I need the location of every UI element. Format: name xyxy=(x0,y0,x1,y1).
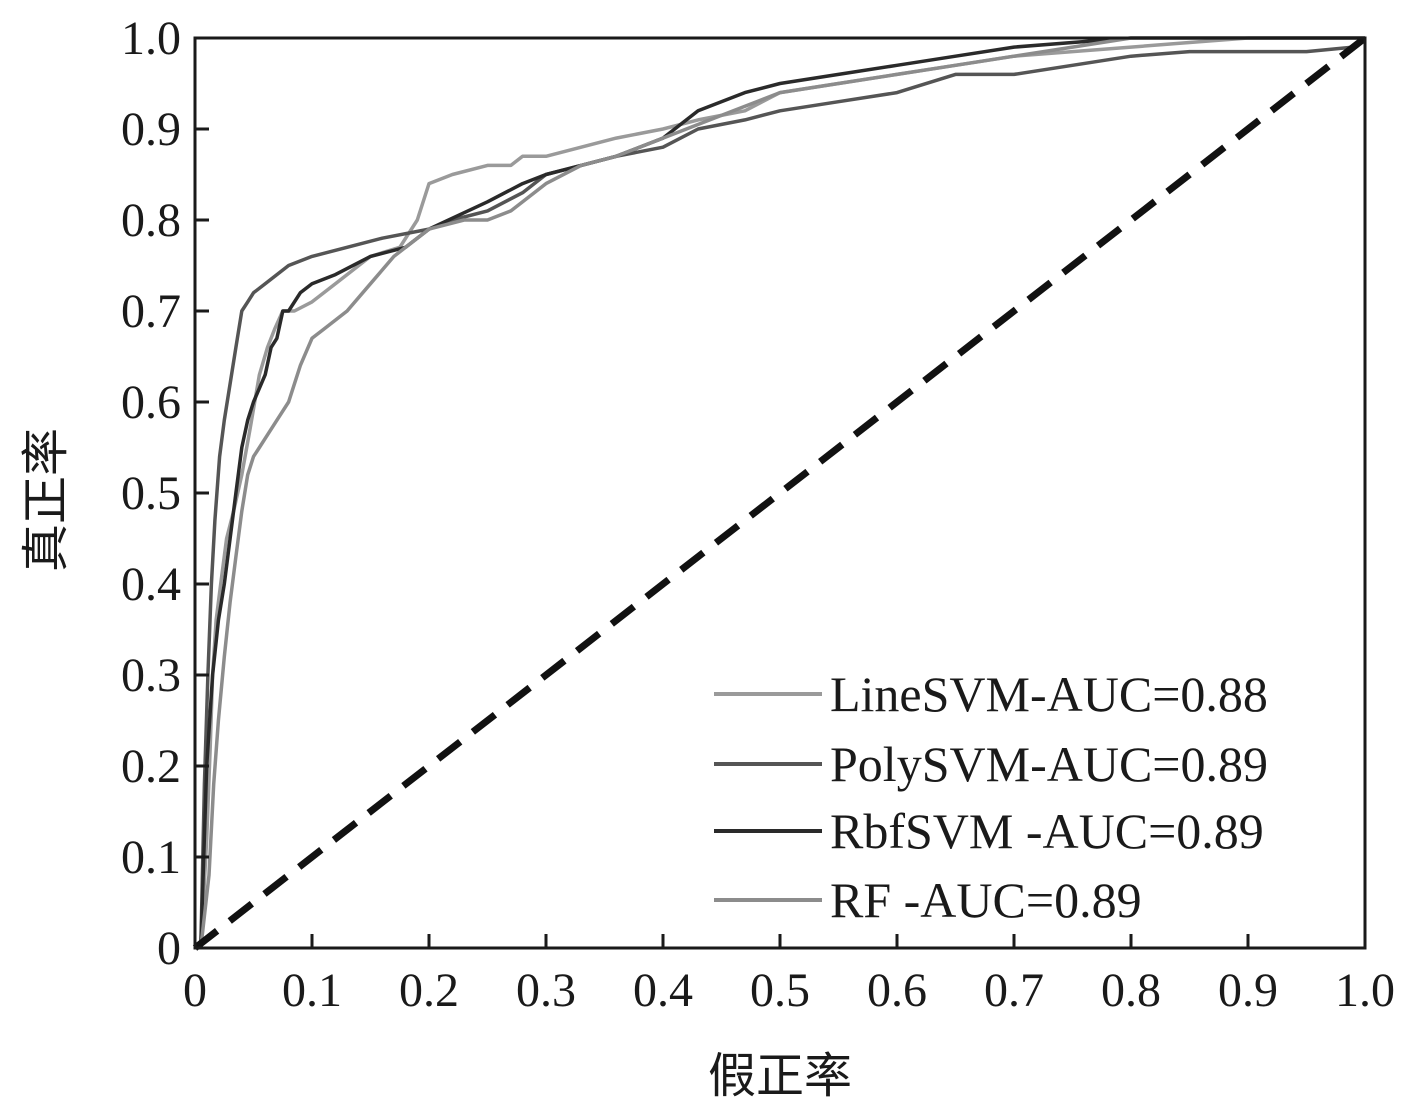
legend-label: RbfSVM -AUC=0.89 xyxy=(830,803,1264,859)
y-tick-label: 0.6 xyxy=(121,376,181,429)
x-axis-title: 假正率 xyxy=(708,1048,852,1104)
y-tick-label: 1.0 xyxy=(121,12,181,65)
y-axis-title: 真正率 xyxy=(18,428,74,572)
random-classifier-diagonal xyxy=(192,35,1368,951)
x-tick-label: 0.9 xyxy=(1218,964,1278,1017)
y-tick-label: 0.4 xyxy=(121,558,181,611)
x-tick-label: 0.3 xyxy=(516,964,576,1017)
y-tick-label: 0.3 xyxy=(121,649,181,702)
legend: LineSVM-AUC=0.88 PolySVM-AUC=0.89 RbfSVM -… xyxy=(714,666,1268,928)
y-tick-label: 0.8 xyxy=(121,194,181,247)
legend-label: LineSVM-AUC=0.88 xyxy=(830,666,1268,722)
x-tick-label: 0 xyxy=(183,964,207,1017)
y-tick-label: 0.2 xyxy=(121,740,181,793)
y-axis: 0 0.1 0.2 0.3 0.4 0.5 0.6 0.7 0.8 0.9 1.0 xyxy=(121,12,209,975)
x-tick-label: 0.8 xyxy=(1101,964,1161,1017)
x-tick-label: 0.7 xyxy=(984,964,1044,1017)
y-tick-label: 0.9 xyxy=(121,103,181,156)
y-tick-label: 0.5 xyxy=(121,467,181,520)
y-tick-label: 0 xyxy=(157,922,181,975)
x-tick-label: 0.5 xyxy=(750,964,810,1017)
legend-label: PolySVM-AUC=0.89 xyxy=(830,736,1268,792)
x-tick-label: 0.4 xyxy=(633,964,693,1017)
x-tick-label: 0.6 xyxy=(867,964,927,1017)
y-tick-label: 0.1 xyxy=(121,831,181,884)
roc-curves xyxy=(199,36,1367,949)
x-tick-label: 1.0 xyxy=(1335,964,1395,1017)
legend-label: RF -AUC=0.89 xyxy=(830,872,1142,928)
roc-curve-4 xyxy=(199,36,1365,949)
roc-curve-2 xyxy=(199,36,1367,949)
x-tick-label: 0.2 xyxy=(399,964,459,1017)
y-tick-label: 0.7 xyxy=(121,285,181,338)
x-axis: 0 0.1 0.2 0.3 0.4 0.5 0.6 0.7 0.8 0.9 1.0 xyxy=(183,934,1395,1017)
x-tick-label: 0.1 xyxy=(282,964,342,1017)
